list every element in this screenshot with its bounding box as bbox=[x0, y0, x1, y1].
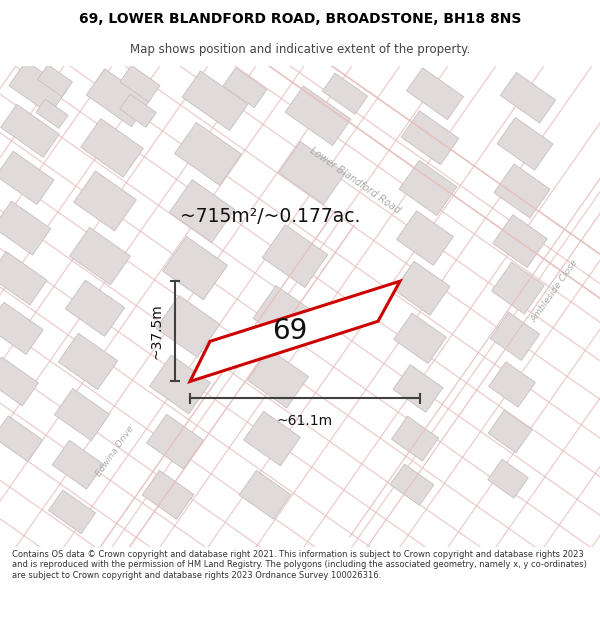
Polygon shape bbox=[38, 64, 73, 97]
Polygon shape bbox=[278, 141, 346, 204]
Polygon shape bbox=[491, 262, 544, 314]
Polygon shape bbox=[52, 440, 104, 489]
Polygon shape bbox=[156, 296, 220, 357]
Polygon shape bbox=[488, 410, 532, 453]
Text: 69, LOWER BLANDFORD ROAD, BROADSTONE, BH18 8NS: 69, LOWER BLANDFORD ROAD, BROADSTONE, BH… bbox=[79, 12, 521, 26]
Polygon shape bbox=[175, 122, 241, 185]
Polygon shape bbox=[0, 357, 38, 406]
Polygon shape bbox=[86, 69, 150, 127]
Polygon shape bbox=[493, 214, 547, 268]
Polygon shape bbox=[36, 99, 68, 128]
Polygon shape bbox=[58, 333, 118, 389]
Polygon shape bbox=[253, 286, 317, 347]
Polygon shape bbox=[120, 94, 156, 128]
Polygon shape bbox=[494, 164, 550, 218]
Polygon shape bbox=[322, 73, 368, 114]
Polygon shape bbox=[146, 414, 203, 469]
Text: ~61.1m: ~61.1m bbox=[277, 414, 333, 428]
Polygon shape bbox=[262, 225, 328, 288]
Polygon shape bbox=[149, 355, 211, 414]
Polygon shape bbox=[488, 362, 535, 407]
Polygon shape bbox=[0, 151, 54, 204]
Polygon shape bbox=[0, 302, 43, 354]
Polygon shape bbox=[239, 471, 291, 519]
Polygon shape bbox=[401, 111, 459, 165]
Polygon shape bbox=[120, 66, 160, 102]
Polygon shape bbox=[74, 171, 136, 231]
Polygon shape bbox=[1, 104, 59, 158]
Polygon shape bbox=[488, 459, 528, 498]
Polygon shape bbox=[49, 490, 95, 534]
Polygon shape bbox=[393, 364, 443, 413]
Polygon shape bbox=[182, 71, 248, 131]
Polygon shape bbox=[397, 211, 454, 266]
Polygon shape bbox=[406, 68, 464, 119]
Polygon shape bbox=[223, 68, 267, 108]
Polygon shape bbox=[399, 161, 457, 216]
Polygon shape bbox=[394, 313, 446, 364]
Polygon shape bbox=[244, 411, 301, 466]
Polygon shape bbox=[497, 118, 553, 170]
Polygon shape bbox=[500, 72, 556, 123]
Polygon shape bbox=[80, 119, 143, 177]
Polygon shape bbox=[0, 416, 43, 461]
Text: Map shows position and indicative extent of the property.: Map shows position and indicative extent… bbox=[130, 44, 470, 56]
Polygon shape bbox=[247, 349, 308, 408]
Text: Edwina Drive: Edwina Drive bbox=[94, 424, 136, 479]
Polygon shape bbox=[490, 312, 540, 361]
Polygon shape bbox=[285, 86, 351, 146]
Polygon shape bbox=[9, 61, 67, 114]
Text: Ambleside Close: Ambleside Close bbox=[530, 258, 580, 324]
Polygon shape bbox=[0, 201, 51, 255]
Polygon shape bbox=[0, 251, 47, 305]
Polygon shape bbox=[55, 389, 110, 441]
Text: 69: 69 bbox=[272, 318, 307, 346]
Polygon shape bbox=[163, 236, 227, 300]
Polygon shape bbox=[169, 179, 235, 243]
Text: Lower Blandford Road: Lower Blandford Road bbox=[308, 146, 402, 216]
Polygon shape bbox=[394, 261, 450, 315]
Polygon shape bbox=[65, 280, 125, 336]
Polygon shape bbox=[390, 464, 434, 506]
Polygon shape bbox=[190, 281, 400, 381]
Text: ~37.5m: ~37.5m bbox=[150, 304, 164, 359]
Polygon shape bbox=[391, 416, 439, 461]
Text: Contains OS data © Crown copyright and database right 2021. This information is : Contains OS data © Crown copyright and d… bbox=[12, 550, 587, 580]
Text: ~715m²/~0.177ac.: ~715m²/~0.177ac. bbox=[180, 206, 360, 226]
Polygon shape bbox=[70, 228, 131, 285]
Polygon shape bbox=[142, 471, 194, 519]
